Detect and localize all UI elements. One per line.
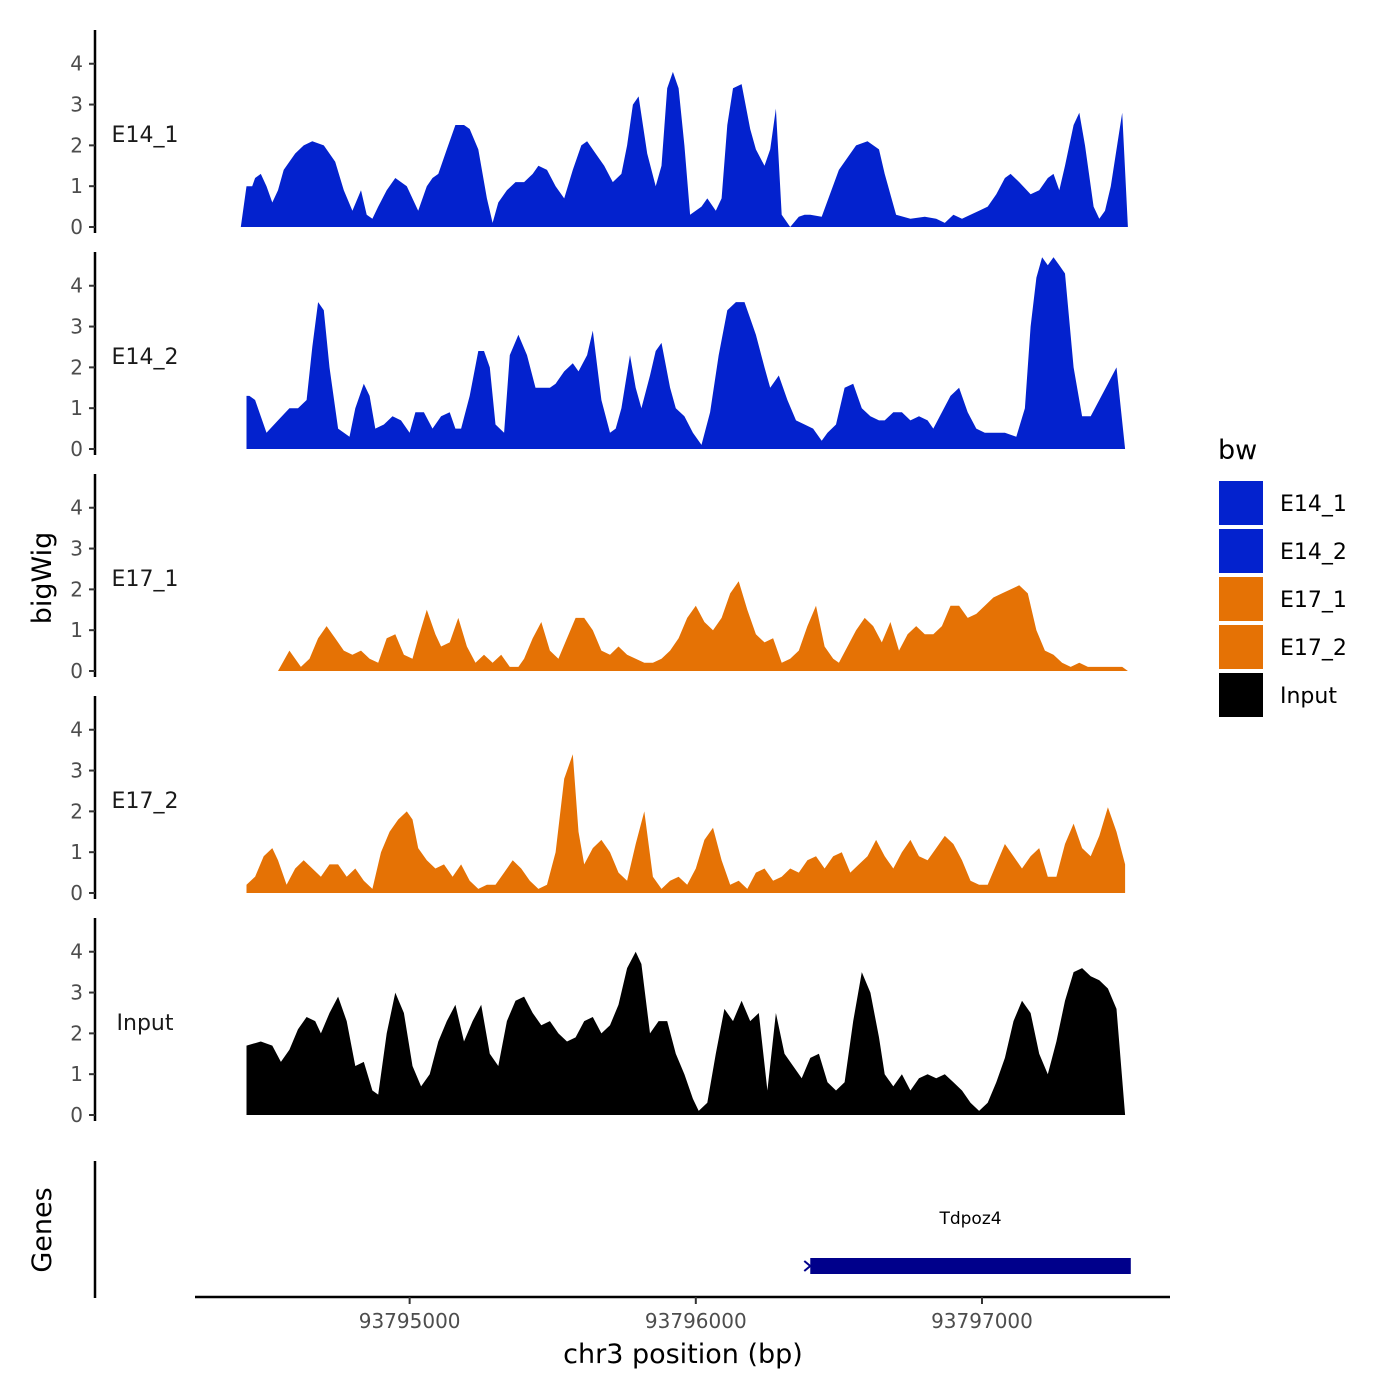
legend-swatch	[1217, 671, 1265, 719]
y-tick-label: 3	[70, 759, 83, 783]
legend-label: E14_1	[1280, 492, 1347, 517]
y-tick-label: 1	[70, 174, 83, 198]
y-tick-label: 4	[70, 718, 83, 742]
track-label: E14_2	[112, 345, 179, 370]
y-tick-label: 0	[70, 881, 83, 905]
y-tick-label: 3	[70, 981, 83, 1005]
legend-swatch	[1217, 527, 1265, 575]
track-e17-2: 0 1 2 3 4 E17_2	[70, 696, 1126, 905]
track-input: 0 1 2 3 4 Input	[70, 918, 1126, 1127]
x-axis-title: chr3 position (bp)	[563, 1339, 803, 1370]
y-tick-label: 1	[70, 1062, 83, 1086]
y-tick-label: 0	[70, 1103, 83, 1127]
track-label: E17_1	[112, 567, 179, 592]
genes-track: Tdpoz4	[93, 1161, 1131, 1298]
legend-swatch	[1217, 623, 1265, 671]
y-tick-label: 4	[70, 274, 83, 298]
x-tick-label: 93795000	[359, 1309, 461, 1333]
y-tick-label: 2	[70, 1021, 83, 1045]
track-e14-2: 0 1 2 3 4 E14_2	[70, 252, 1126, 461]
track-label: E14_1	[112, 123, 179, 148]
track-e14-1: 0 1 2 3 4 E14_1	[70, 30, 1128, 239]
track-label: Input	[117, 1011, 174, 1036]
legend-label: E14_2	[1280, 540, 1347, 565]
y-tick-label: 3	[70, 315, 83, 339]
y-tick-label: 2	[70, 799, 83, 823]
legend-swatch	[1217, 575, 1265, 623]
legend-title: bw	[1218, 435, 1257, 466]
y-tick-label: 3	[70, 93, 83, 117]
y-tick-label: 0	[70, 437, 83, 461]
genes-axis-title: Genes	[27, 1187, 58, 1272]
signal-area	[246, 257, 1126, 449]
y-tick-label: 1	[70, 840, 83, 864]
legend: bw E14_1 E14_2 E17_1 E17_2 Input	[1217, 435, 1347, 719]
y-tick-label: 2	[70, 577, 83, 601]
legend-label: E17_2	[1280, 636, 1347, 661]
y-tick-label: 4	[70, 496, 83, 520]
y-tick-label: 2	[70, 133, 83, 157]
gene-strand-marker	[803, 1260, 812, 1272]
legend-swatch	[1217, 479, 1265, 527]
y-tick-label: 1	[70, 396, 83, 420]
track-label: E17_2	[112, 789, 179, 814]
signal-area	[246, 754, 1126, 893]
y-tick-label: 0	[70, 215, 83, 239]
gene-label: Tdpoz4	[938, 1209, 1001, 1229]
y-tick-label: 1	[70, 618, 83, 642]
signal-area	[278, 581, 1128, 671]
y-tick-label: 4	[70, 940, 83, 964]
y-tick-label: 4	[70, 52, 83, 76]
y-tick-label: 0	[70, 659, 83, 683]
x-axis: 93795000 93796000 93797000	[195, 1295, 1170, 1333]
signal-tracks: 0 1 2 3 4 E14_1 0 1 2 3 4 E14_2 0 1 2 3 4 E17_1 0 1 2 3 4 E17_2…	[70, 30, 1128, 1127]
y-tick-label: 2	[70, 355, 83, 379]
y-axis-title: bigWig	[27, 532, 58, 625]
legend-label: E17_1	[1280, 588, 1347, 613]
x-tick-label: 93797000	[931, 1309, 1033, 1333]
y-tick-label: 3	[70, 537, 83, 561]
legend-label: Input	[1280, 684, 1337, 709]
gene-body	[810, 1258, 1131, 1274]
x-tick-label: 93796000	[645, 1309, 747, 1333]
signal-area	[246, 951, 1126, 1115]
track-e17-1: 0 1 2 3 4 E17_1	[70, 474, 1128, 683]
signal-area	[240, 71, 1128, 228]
